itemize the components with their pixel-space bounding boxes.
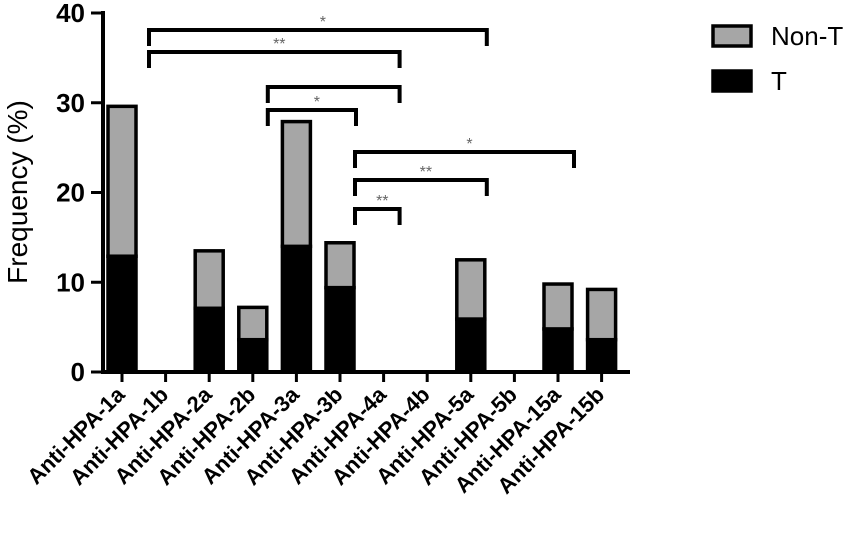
bar-segment-t	[585, 337, 618, 374]
legend-swatch-non-t	[711, 24, 753, 48]
significance-bracket	[147, 28, 489, 46]
y-axis-label: Frequency (%)	[2, 100, 33, 284]
bar-segment-non-t	[324, 241, 356, 290]
significance-bracket	[147, 50, 402, 68]
significance-label: **	[273, 36, 285, 53]
significance-label: *	[466, 136, 472, 153]
legend-swatch-t	[711, 69, 753, 93]
bar-segment-t	[280, 244, 313, 374]
bar-segment-t	[542, 327, 574, 374]
legend-label: T	[771, 66, 787, 96]
significance-bracket	[353, 150, 576, 168]
bar-segment-non-t	[542, 282, 574, 331]
significance-bracket	[265, 108, 358, 126]
bar-segment-non-t	[455, 258, 487, 321]
bar-segment-non-t	[106, 104, 138, 258]
significance-brackets: *********	[147, 14, 576, 225]
significance-label: *	[314, 94, 320, 111]
bar-segment-non-t	[280, 119, 313, 249]
significance-label: **	[420, 164, 432, 181]
legend-label: Non-T	[771, 21, 843, 51]
legend: Non-T T	[711, 21, 843, 96]
y-tick-label: 40	[56, 0, 85, 28]
bars	[106, 104, 618, 374]
significance-bracket	[265, 85, 402, 103]
bar-segment-t	[324, 285, 356, 374]
significance-label: *	[320, 14, 326, 31]
bar-segment-t	[193, 306, 225, 374]
bar-segment-t	[237, 337, 269, 374]
y-tick-label: 0	[71, 357, 85, 387]
bar-segment-non-t	[193, 249, 225, 311]
significance-label: **	[376, 193, 388, 210]
bar-segment-non-t	[585, 287, 618, 342]
significance-bracket	[353, 178, 489, 196]
significance-bracket	[353, 207, 402, 225]
y-tick-label: 30	[56, 88, 85, 118]
y-tick-label: 10	[56, 267, 85, 297]
bar-segment-t	[106, 254, 138, 374]
bar-segment-non-t	[237, 305, 269, 342]
y-tick-label: 20	[56, 178, 85, 208]
bar-segment-t	[455, 317, 487, 374]
